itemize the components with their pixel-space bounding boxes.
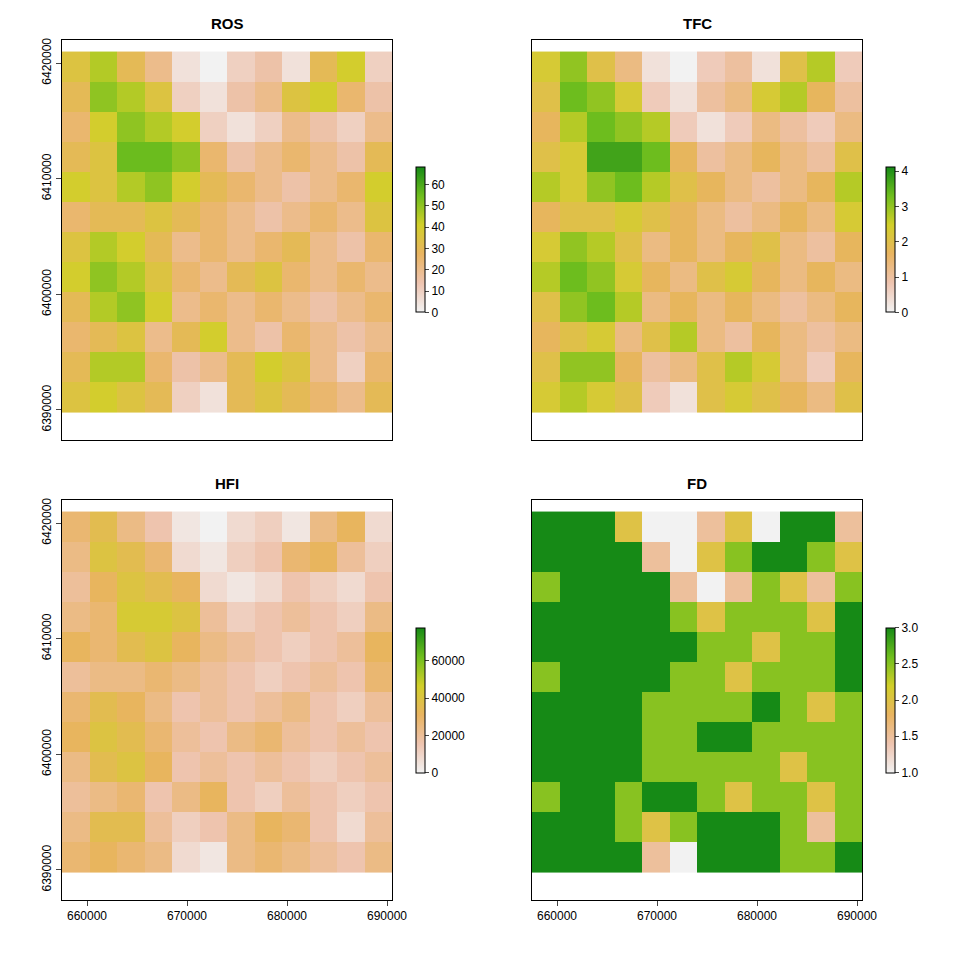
- svg-text:6420000: 6420000: [40, 498, 54, 545]
- svg-text:6390000: 6390000: [40, 384, 54, 431]
- svg-text:6400000: 6400000: [40, 269, 54, 316]
- svg-text:4: 4: [901, 164, 908, 178]
- svg-text:6390000: 6390000: [40, 844, 54, 891]
- svg-text:3.0: 3.0: [901, 621, 918, 635]
- svg-text:40: 40: [431, 220, 445, 234]
- svg-text:660000: 660000: [67, 909, 107, 923]
- svg-text:50: 50: [431, 199, 445, 213]
- svg-text:ROS: ROS: [211, 15, 244, 32]
- svg-text:6410000: 6410000: [40, 613, 54, 660]
- svg-text:1.5: 1.5: [901, 729, 918, 743]
- svg-text:60: 60: [431, 178, 445, 192]
- svg-text:680000: 680000: [737, 909, 777, 923]
- svg-text:20: 20: [431, 263, 445, 277]
- svg-text:0: 0: [901, 306, 908, 320]
- svg-text:6400000: 6400000: [40, 729, 54, 776]
- svg-text:2.5: 2.5: [901, 657, 918, 671]
- svg-text:0: 0: [431, 306, 438, 320]
- svg-text:20000: 20000: [431, 729, 465, 743]
- svg-text:6410000: 6410000: [40, 153, 54, 200]
- svg-text:6420000: 6420000: [40, 38, 54, 85]
- svg-text:670000: 670000: [167, 909, 207, 923]
- svg-text:690000: 690000: [837, 909, 877, 923]
- svg-text:680000: 680000: [267, 909, 307, 923]
- svg-text:690000: 690000: [367, 909, 407, 923]
- svg-text:2.0: 2.0: [901, 693, 918, 707]
- svg-text:HFI: HFI: [215, 475, 239, 492]
- svg-text:TFC: TFC: [683, 15, 712, 32]
- svg-text:60000: 60000: [431, 654, 465, 668]
- svg-text:3: 3: [901, 200, 908, 214]
- svg-text:FD: FD: [687, 475, 707, 492]
- svg-text:2: 2: [901, 235, 908, 249]
- svg-text:10: 10: [431, 284, 445, 298]
- svg-text:30: 30: [431, 242, 445, 256]
- svg-text:660000: 660000: [537, 909, 577, 923]
- svg-text:670000: 670000: [637, 909, 677, 923]
- svg-text:40000: 40000: [431, 691, 465, 705]
- svg-text:1.0: 1.0: [901, 766, 918, 780]
- svg-text:1: 1: [901, 270, 908, 284]
- svg-text:0: 0: [431, 766, 438, 780]
